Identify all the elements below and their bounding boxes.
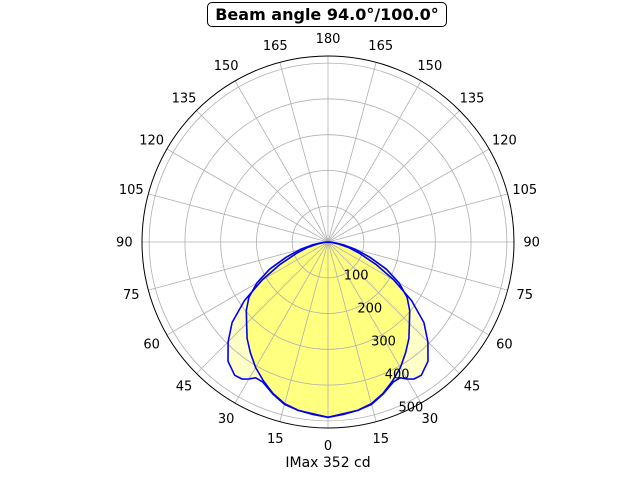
grid-spoke: [279, 241, 329, 422]
angle-tick-label: 135: [460, 91, 485, 106]
radial-tick-labels: 100 200 300 400 500: [344, 269, 424, 416]
grid-spoke: [327, 241, 377, 422]
angle-tick-label: 150: [214, 59, 239, 74]
grid-spoke: [327, 241, 460, 374]
grid-spoke: [327, 62, 377, 243]
grid-spoke: [196, 110, 329, 243]
angle-tick-label: 45: [464, 380, 481, 395]
grid-spoke: [327, 241, 490, 336]
grid-spoke: [327, 241, 422, 404]
angle-tick-label: 165: [263, 39, 288, 54]
angle-tick-label: 15: [372, 432, 389, 447]
series-line-2: [245, 241, 411, 419]
angle-tick-label: 30: [218, 412, 235, 427]
angle-tick-label: 60: [143, 337, 160, 352]
angle-tick-label: 90: [116, 236, 133, 251]
grid-spoke: [279, 62, 329, 243]
radial-tick-label: 100: [344, 269, 369, 284]
grid-spoke: [234, 80, 329, 243]
angle-tick-label: 75: [123, 288, 140, 303]
grid-spoke: [327, 193, 508, 243]
angle-tick-label: 150: [417, 59, 442, 74]
angle-tick-label: 30: [422, 412, 439, 427]
grid-spoke: [234, 241, 329, 404]
angle-tick-label: 120: [139, 134, 164, 149]
radial-tick-label: 200: [357, 302, 382, 317]
angle-tick-label: 105: [512, 183, 537, 198]
angle-tick-label: 135: [172, 91, 197, 106]
angle-tick-label: 90: [523, 236, 540, 251]
x-axis-label: IMax 352 cd: [285, 455, 371, 471]
grid-spoke: [196, 241, 329, 374]
grid-spoke: [327, 148, 490, 243]
distribution-curves: [227, 241, 429, 419]
radial-tick-label: 400: [385, 368, 410, 383]
grid-spoke: [327, 110, 460, 243]
angle-tick-label: 60: [496, 337, 513, 352]
grid-spoke: [166, 241, 329, 336]
angle-tick-label: 120: [492, 134, 517, 149]
grid-spoke: [148, 193, 329, 243]
angle-tick-label: 15: [267, 432, 284, 447]
radial-tick-label: 500: [398, 401, 423, 416]
chart-title: Beam angle 94.0°/100.0°: [207, 2, 447, 27]
polar-grid: [141, 55, 515, 429]
angle-tick-label: 45: [176, 380, 193, 395]
angle-tick-label: 105: [119, 183, 144, 198]
angle-tick-label: 75: [516, 288, 533, 303]
angle-tick-label: 180: [316, 32, 341, 47]
angle-tick-labels: 180 1651651501501351351201201051059090757…: [116, 32, 540, 454]
angle-tick-label: 165: [368, 39, 393, 54]
grid-spoke: [166, 148, 329, 243]
grid-spoke: [327, 80, 422, 243]
plot-border: [141, 55, 515, 429]
angle-tick-label: 0: [324, 439, 332, 454]
radial-tick-label: 300: [371, 335, 396, 350]
